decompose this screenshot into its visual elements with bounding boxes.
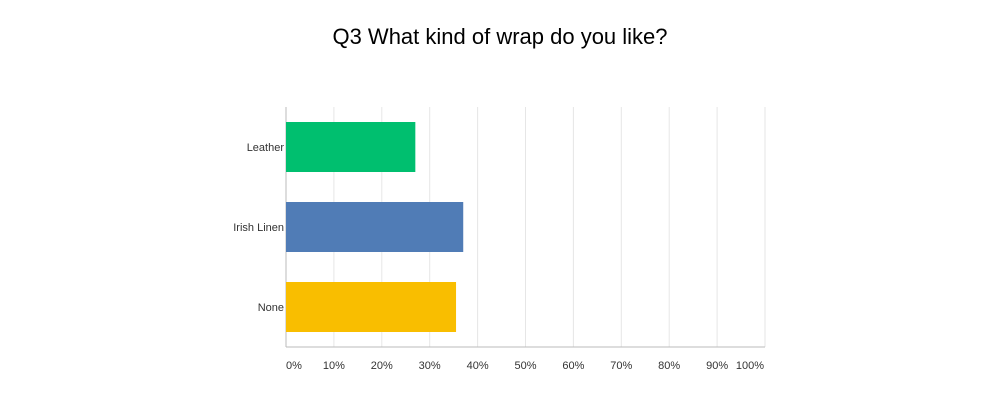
x-tick-label: 80% [658,360,680,372]
x-tick-label: 10% [323,360,345,372]
x-tick-label: 70% [610,360,632,372]
x-tick-label: 0% [286,360,302,372]
chart-title: Q3 What kind of wrap do you like? [332,24,667,49]
x-tick-label: 40% [467,360,489,372]
x-tick-label: 60% [562,360,584,372]
x-tick-label: 90% [706,360,728,372]
x-tick-label: 100% [736,360,764,372]
y-tick-label: None [258,302,284,314]
y-tick-label: Irish Linen [233,222,284,234]
y-tick-label: Leather [247,142,285,154]
x-tick-label: 50% [514,360,536,372]
x-tick-label: 30% [419,360,441,372]
bar [286,122,416,172]
x-tick-label: 20% [371,360,393,372]
bar [286,202,464,252]
bar [286,282,457,332]
